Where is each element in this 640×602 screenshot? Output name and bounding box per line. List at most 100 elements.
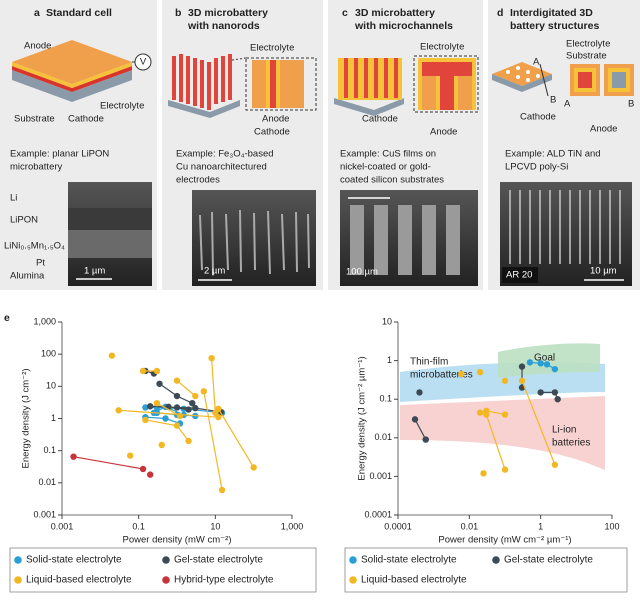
legend-label: Liquid-based electrolyte [361, 575, 467, 586]
data-point [153, 399, 161, 407]
x-tick-label: 100 [604, 521, 619, 531]
y-tick-label: 1 [51, 413, 56, 423]
y-tick-label: 0.01 [38, 477, 56, 487]
caption: nickel-coated or gold- [340, 162, 431, 173]
diagram-label: Cathode [520, 112, 556, 123]
legend-swatch [492, 556, 500, 564]
diagram-label: B [550, 95, 556, 106]
scale-label: 100 µm [346, 267, 378, 278]
caption: Example: ALD TiN and [505, 149, 601, 160]
data-point [518, 363, 526, 370]
data-point [537, 389, 544, 396]
y-axis-label: Energy density (J cm⁻² µm⁻¹) [357, 356, 368, 480]
legend-box [344, 547, 628, 593]
panel-label: d [497, 7, 503, 19]
data-point [411, 416, 419, 423]
data-point [108, 352, 116, 359]
diagram-label: Cathode [254, 127, 290, 138]
data-point [192, 392, 199, 400]
x-tick-label: 0.0001 [384, 521, 412, 531]
data-point [139, 465, 147, 473]
data-point [173, 377, 181, 384]
data-point [173, 392, 181, 400]
interdigitated-diagram [492, 62, 634, 97]
image-label: LiPON [10, 215, 38, 226]
micrograph-texture [509, 190, 621, 264]
legend-label: Solid-state electrolyte [361, 555, 457, 566]
data-point [218, 486, 226, 494]
label-box [502, 267, 538, 283]
data-point [139, 367, 147, 375]
micrograph-texture [350, 205, 460, 275]
diagram-label: Substrate [14, 114, 55, 125]
axis [61, 322, 292, 516]
y-tick-label: 0.001 [33, 509, 56, 519]
data-point [153, 367, 161, 375]
data-point [189, 399, 196, 407]
data-point [501, 377, 509, 384]
data-point [483, 411, 490, 418]
image-label: Li [10, 193, 17, 204]
y-tick-label: 0.1 [379, 394, 392, 404]
data-point [208, 354, 215, 362]
caption: electrodes [176, 175, 220, 186]
data-point [480, 470, 487, 477]
x-tick-label: 0.1 [132, 521, 145, 531]
diagram-label: Cathode [362, 114, 398, 125]
data-point [458, 370, 465, 378]
y-tick-label: 0.1 [43, 445, 56, 455]
legend-swatch [14, 556, 22, 564]
caption: Example: CuS films on [340, 149, 436, 160]
data-point [416, 389, 423, 396]
data-point [173, 422, 181, 429]
data-point [173, 404, 181, 411]
diagram-label: Anode [262, 114, 289, 125]
scale-label: 10 µm [590, 266, 617, 277]
x-tick-label: 0.01 [461, 521, 479, 531]
image-label: AR 20 [506, 270, 532, 281]
series-line [118, 358, 255, 491]
region-label: microbatteries [410, 370, 473, 381]
data-point [250, 464, 257, 471]
panel-title: Standard cell [46, 7, 112, 19]
image-label: Pt [36, 258, 45, 269]
y-tick-label: 10 [46, 381, 56, 391]
panel-title: 3D microbattery [355, 7, 435, 19]
data-point [501, 466, 509, 473]
legend-box [9, 547, 317, 593]
data-point [156, 380, 163, 387]
cell-diagram [12, 40, 152, 102]
diagram-label: Substrate [566, 51, 607, 62]
data-point [537, 360, 544, 367]
legend-swatch [349, 556, 357, 564]
data-point [554, 396, 561, 403]
data-point [185, 437, 192, 445]
region-label: Thin-film [410, 357, 448, 368]
diagram-label: Cathode [68, 114, 104, 125]
legend-label: Gel-state electrolyte [174, 555, 263, 566]
diagram-label: Electrolyte [250, 43, 294, 54]
data-point [142, 404, 149, 411]
y-tick-label: 1,000 [33, 316, 56, 326]
nanorod-diagram [168, 54, 317, 118]
y-tick-label: 10 [382, 316, 392, 326]
data-point [551, 461, 559, 468]
panel-title: Interdigitated 3D [510, 7, 593, 19]
y-tick-label: 0.01 [374, 432, 392, 442]
panel-label: c [342, 7, 348, 19]
data-point [126, 452, 134, 459]
panel-title: 3D microbattery [188, 7, 268, 19]
legend-label: Hybrid-type electrolyte [174, 575, 274, 586]
diagram-label: A [533, 57, 540, 68]
data-point [192, 404, 199, 412]
caption: coated silicon substrates [340, 175, 444, 186]
data-point [185, 406, 192, 413]
legend-label: Gel-state electrolyte [504, 555, 593, 566]
data-point [422, 436, 429, 443]
diagram-label: Anode [430, 127, 457, 138]
legend-swatch [162, 556, 170, 564]
x-tick-label: 1 [538, 521, 543, 531]
diagram-label: Anode [590, 124, 617, 135]
data-point [543, 361, 551, 368]
panel-label: b [175, 7, 181, 19]
